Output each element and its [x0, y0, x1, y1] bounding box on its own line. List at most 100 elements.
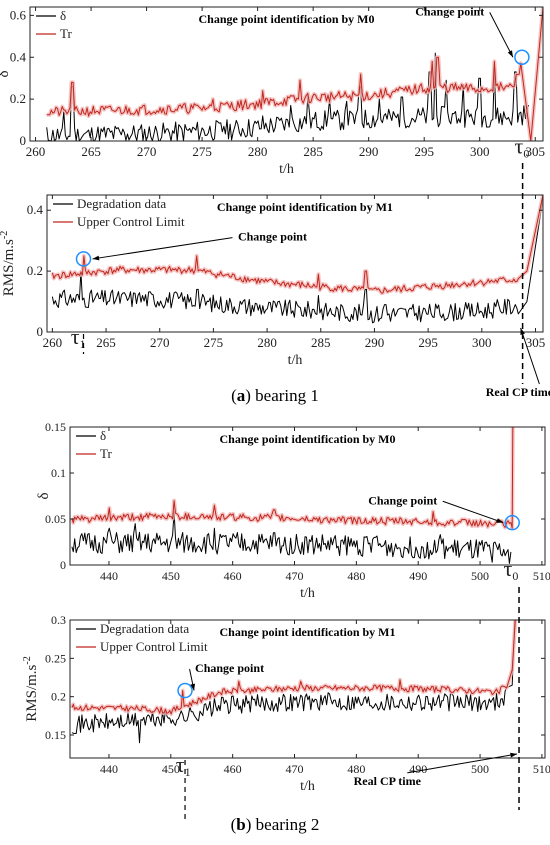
- caption-a: (a) bearing 1: [231, 386, 319, 405]
- y-axis-label-superscript: -2: [0, 231, 10, 239]
- x-tick-label: 300: [472, 335, 492, 350]
- tau-label: τ0: [504, 556, 519, 583]
- change-point-arrow: [489, 12, 514, 58]
- x-tick-label: 290: [359, 144, 379, 159]
- x-tick-label: 260: [26, 144, 46, 159]
- y-tick-label: 0.4: [27, 202, 44, 217]
- y-axis-label: δ: [36, 492, 52, 499]
- y-tick-label: 0.4: [10, 49, 27, 64]
- y-tick-label: 0.6: [10, 7, 27, 22]
- series-group: [70, 427, 515, 564]
- change-point-marker: [504, 514, 520, 531]
- y-axis-label: RMS/m.s-2: [0, 231, 17, 296]
- plot-frame: [69, 426, 546, 566]
- change-point-arrow-head: [92, 255, 100, 261]
- tau-subscript: 1: [80, 337, 86, 351]
- change-point-marker: [514, 49, 530, 65]
- x-tick-label: 460: [224, 762, 242, 776]
- x-tick-label: 305: [526, 335, 546, 350]
- x-axis-label: t/h: [279, 162, 294, 177]
- chart-title: Change point identification by M1: [219, 625, 395, 639]
- series-line-threshold: [46, 7, 543, 141]
- x-tick-label: 270: [150, 335, 170, 350]
- x-axis-label: t/h: [300, 586, 315, 601]
- y-axis-label-superscript: -2: [22, 656, 33, 664]
- change-point-label: Change point: [238, 230, 307, 244]
- x-tick-label: 470: [286, 762, 304, 776]
- y-tick-label: 0: [20, 133, 27, 148]
- legend-entry: δ: [100, 428, 106, 443]
- x-tick-label: 275: [192, 144, 212, 159]
- plot-frame: [29, 6, 544, 142]
- change-point-label: Change point: [195, 661, 264, 675]
- legend-entry: Tr: [60, 26, 72, 41]
- legend-entry: Tr: [100, 446, 112, 461]
- x-tick-label: 440: [100, 762, 118, 776]
- x-tick-label: 285: [311, 335, 331, 350]
- x-tick-label: 280: [248, 144, 268, 159]
- x-tick-label: 270: [137, 144, 157, 159]
- chart-title: Change point identification by M0: [219, 432, 395, 446]
- chart-panel-b2_m0: 440 450 460 470 480 490 500 510 0 0.05 0.1 0.15 t/h δ…: [36, 420, 550, 601]
- legend-entry: Degradation data: [77, 196, 166, 211]
- series-halo: [46, 7, 543, 141]
- real-cp-arrow-head: [510, 752, 518, 758]
- caption-a-tag: a: [236, 386, 246, 405]
- x-tick-label: 285: [303, 144, 323, 159]
- y-tick-label: 0.3: [51, 613, 66, 627]
- x-tick-label: 500: [471, 569, 489, 583]
- y-tick-label: 0.05: [45, 512, 66, 526]
- x-tick-label: 450: [162, 569, 180, 583]
- x-tick-label: 265: [96, 335, 116, 350]
- plot-frame: [46, 194, 544, 333]
- caption-a-text: bearing 1: [255, 386, 319, 405]
- y-tick-label: 0.1: [51, 466, 66, 480]
- caption-b-tag: b: [236, 815, 246, 834]
- legend-entry: δ: [60, 8, 66, 23]
- x-axis-label: t/h: [300, 779, 315, 794]
- real-cp-arrow: [407, 753, 518, 774]
- tau-subscript: 0: [523, 147, 529, 161]
- series-group: [46, 7, 543, 141]
- y-axis-label: RMS/m.s-2: [22, 656, 40, 721]
- change-point-marker: [177, 682, 193, 699]
- x-tick-label: 460: [224, 569, 242, 583]
- y-tick-label: 0.2: [27, 263, 43, 278]
- change-point-arrow: [92, 237, 233, 260]
- series-group: [50, 195, 543, 324]
- change-point-label: Change point: [368, 493, 437, 507]
- real-cp-label: Real CP time: [354, 774, 422, 788]
- y-tick-label: 0: [37, 324, 44, 339]
- chart-panel-b2_m1: 440 450 460 470 480 490 500 510 0.15 0.2 0.25 0.3 t/…: [22, 613, 550, 794]
- series-line-primary: [71, 620, 516, 744]
- change-point-arrow-head: [496, 518, 504, 523]
- x-tick-label: 450: [162, 762, 180, 776]
- y-tick-label: 0.15: [45, 420, 66, 434]
- x-tick-label: 300: [470, 144, 490, 159]
- x-tick-label: 275: [204, 335, 224, 350]
- caption-b-text: bearing 2: [255, 815, 320, 834]
- x-axis-label: t/h: [288, 353, 303, 368]
- real-cp-arrow: [520, 327, 540, 385]
- series-line-primary: [46, 52, 530, 141]
- change-point-label: Change point: [415, 4, 484, 18]
- y-tick-label: 0.2: [10, 91, 26, 106]
- tau-label: τ1: [176, 752, 191, 779]
- x-tick-label: 280: [257, 335, 277, 350]
- series-line-threshold: [71, 427, 514, 529]
- x-tick-label: 480: [347, 569, 365, 583]
- x-tick-label: 470: [286, 569, 304, 583]
- x-tick-label: 305: [525, 144, 545, 159]
- chart-title: Change point identification by M1: [217, 200, 393, 214]
- caption-b: (b) bearing 2: [230, 815, 320, 834]
- change-point-arrow-head: [507, 50, 513, 58]
- change-point-arrow: [442, 500, 504, 524]
- tau-subscript: 1: [185, 765, 191, 779]
- y-tick-label: 0.25: [45, 651, 66, 665]
- tau-subscript: 0: [512, 569, 518, 583]
- x-tick-label: 440: [100, 569, 118, 583]
- x-tick-label: 510: [533, 762, 550, 776]
- x-tick-label: 295: [414, 144, 434, 159]
- x-tick-label: 490: [409, 569, 427, 583]
